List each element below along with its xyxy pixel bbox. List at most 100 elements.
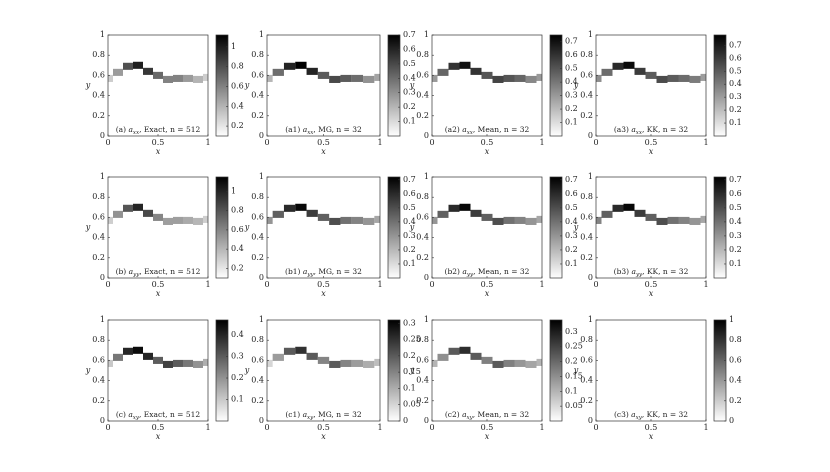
panel-subscript: yy — [466, 272, 474, 278]
x-tick-label: 0.5 — [317, 423, 330, 432]
heat-cell — [153, 213, 163, 221]
y-axis-label: y — [85, 81, 91, 90]
colorbar-tick-label: 0.1 — [565, 259, 578, 268]
panel-label: , KK, n = 32 — [642, 267, 688, 276]
heat-cell — [153, 356, 163, 364]
y-tick-label: 0.4 — [416, 233, 429, 242]
heat-cell — [514, 216, 526, 224]
heat-cell — [133, 61, 143, 69]
panel-title: (a3) axx, KK, n = 32 — [614, 125, 689, 136]
colorbar-tick-label: 0.1 — [403, 383, 416, 392]
heat-cell — [645, 213, 657, 221]
x-tick-label: 0.5 — [645, 423, 658, 432]
colorbar-tick-label: 0.6 — [729, 53, 742, 62]
heat-cell — [193, 217, 203, 225]
heat-cell — [634, 67, 646, 75]
y-tick-label: 0.2 — [251, 396, 264, 405]
y-tick-label: 0.4 — [580, 91, 593, 100]
y-tick-label: 0.2 — [416, 111, 429, 120]
panel-quantity: a — [631, 125, 635, 134]
y-axis-label: y — [85, 366, 91, 375]
colorbar-tick-label: 0.2 — [729, 105, 742, 114]
colorbar-tick-label: 0.8 — [231, 206, 244, 215]
x-tick-label: 0.5 — [481, 280, 494, 289]
y-tick-label: 1 — [100, 30, 105, 39]
panel-tag: (a2) — [445, 125, 460, 134]
heat-cell — [645, 71, 657, 79]
colorbar — [215, 319, 229, 422]
x-tick-label: 1 — [205, 280, 210, 289]
heat-cell — [283, 204, 296, 212]
colorbar-tick-label: 0.2 — [729, 245, 742, 254]
colorbar-tick-label: 0.05 — [565, 401, 583, 410]
colorbar-tick-label: 0.5 — [565, 203, 578, 212]
heat-cell — [153, 71, 163, 79]
colorbar-tick-label: 0.3 — [403, 318, 416, 327]
colorbar — [215, 176, 229, 279]
y-tick-label: 0.2 — [580, 253, 593, 262]
x-tick-label: 0.5 — [152, 138, 165, 147]
heat-cell — [123, 204, 133, 212]
y-tick-label: 1 — [424, 172, 429, 181]
y-axis-label: y — [573, 81, 579, 90]
colorbar-tick-label: 0.3 — [403, 88, 416, 97]
heat-cell — [623, 61, 635, 69]
colorbar-tick-label: 0.6 — [729, 355, 742, 364]
heat-cell — [340, 74, 352, 82]
y-tick-label: 0.8 — [251, 192, 264, 201]
x-tick-label: 0 — [429, 280, 434, 289]
panel-tag: (c) — [116, 410, 126, 419]
plot-area — [596, 177, 706, 278]
colorbar-tick-label: 0.1 — [403, 117, 416, 126]
heat-cell — [503, 74, 515, 82]
panel-tag: (b2) — [445, 267, 460, 276]
y-tick-label: 0.6 — [580, 212, 593, 221]
y-tick-label: 0.6 — [580, 70, 593, 79]
x-axis-label: x — [321, 432, 326, 441]
plot-area — [596, 35, 706, 136]
heat-cell — [448, 62, 460, 70]
colorbar-tick-label: 0.25 — [565, 342, 583, 351]
panel-subscript: xx — [307, 130, 314, 136]
colorbar-tick-label: 0.1 — [729, 259, 742, 268]
colorbar-tick-label: 0.3 — [403, 231, 416, 240]
panel-quantity: a — [303, 410, 307, 419]
heat-cell — [623, 203, 635, 211]
x-tick-label: 1 — [205, 138, 210, 147]
panel-tag: (a3) — [614, 125, 629, 134]
colorbar-tick-label: 0.2 — [403, 351, 416, 360]
colorbar — [549, 319, 563, 422]
x-tick-label: 0 — [264, 138, 269, 147]
heat-cell — [143, 352, 153, 360]
heat-cell — [203, 215, 208, 223]
colorbar-tick-label: 0.2 — [231, 373, 244, 382]
x-axis-label: x — [156, 432, 161, 441]
y-tick-label: 1 — [100, 172, 105, 181]
heat-cell — [700, 73, 706, 81]
y-tick-label: 0.4 — [580, 376, 593, 385]
y-tick-label: 0 — [424, 273, 429, 282]
x-axis-label: x — [649, 432, 654, 441]
panel-subscript: xx — [133, 130, 140, 136]
panel-subscript: xy — [636, 415, 643, 421]
colorbar-tick-label: 0.2 — [231, 263, 244, 272]
y-axis-label: y — [409, 366, 415, 375]
colorbar-tick-label: 0.2 — [403, 102, 416, 111]
heat-cell — [689, 75, 701, 83]
heat-cell — [448, 204, 460, 212]
colorbar-tick-label: 0.5 — [403, 203, 416, 212]
panel-subscript: xx — [467, 130, 474, 136]
y-tick-label: 0 — [424, 416, 429, 425]
colorbar-tick-label: 0.1 — [231, 395, 244, 404]
colorbar-tick-label: 0.4 — [565, 77, 578, 86]
heat-cell — [481, 356, 493, 364]
y-tick-label: 0.8 — [416, 335, 429, 344]
x-axis-label: x — [485, 289, 490, 298]
panel-tag: (b) — [116, 267, 127, 276]
x-tick-label: 1 — [539, 280, 544, 289]
heat-cell — [514, 74, 526, 82]
colorbar-tick-label: 0.3 — [565, 327, 578, 336]
heat-cell — [123, 62, 133, 70]
heat-cell — [601, 210, 613, 218]
y-axis-label: y — [85, 223, 91, 232]
